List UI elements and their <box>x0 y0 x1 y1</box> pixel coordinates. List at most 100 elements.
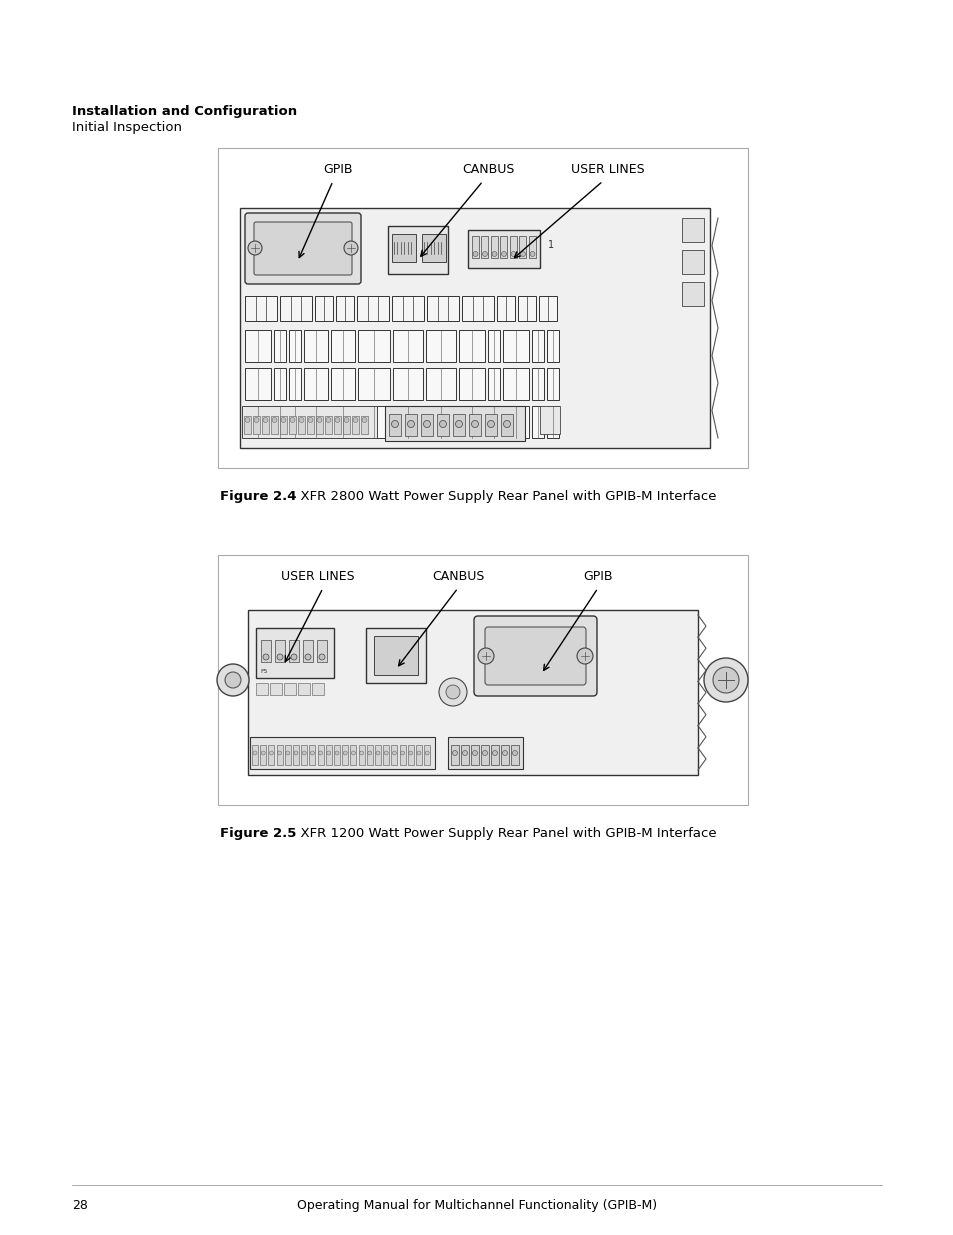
Bar <box>274 406 286 438</box>
Bar <box>374 636 417 676</box>
Bar <box>502 368 529 400</box>
Bar <box>280 296 312 321</box>
Circle shape <box>703 658 747 701</box>
Circle shape <box>511 252 516 257</box>
Bar <box>289 330 301 362</box>
Bar <box>480 745 489 764</box>
Bar <box>334 416 340 433</box>
Circle shape <box>335 751 338 755</box>
Circle shape <box>530 252 535 257</box>
Circle shape <box>409 751 413 755</box>
Bar <box>366 745 373 764</box>
Bar <box>366 629 426 683</box>
Text: Figure 2.5: Figure 2.5 <box>220 827 296 840</box>
Bar <box>421 233 446 262</box>
Bar <box>511 745 518 764</box>
Bar <box>342 745 348 764</box>
Bar <box>407 745 414 764</box>
Bar <box>284 683 295 695</box>
Bar <box>392 233 416 262</box>
Bar <box>244 416 251 433</box>
Bar <box>546 406 558 438</box>
Circle shape <box>276 655 283 659</box>
Bar <box>316 640 327 662</box>
Bar <box>405 414 416 436</box>
Bar <box>458 406 484 438</box>
Circle shape <box>501 252 506 257</box>
Circle shape <box>438 678 467 706</box>
Bar <box>331 330 355 362</box>
Circle shape <box>452 751 457 756</box>
Bar <box>426 368 456 400</box>
Circle shape <box>291 655 296 659</box>
Bar <box>538 296 557 321</box>
Circle shape <box>263 417 268 422</box>
Bar <box>461 296 494 321</box>
Text: GPIB: GPIB <box>323 163 353 177</box>
Circle shape <box>253 417 258 422</box>
Bar <box>285 745 291 764</box>
Circle shape <box>416 751 420 755</box>
Circle shape <box>290 417 294 422</box>
Bar <box>280 416 287 433</box>
Bar <box>392 296 423 321</box>
Bar <box>497 296 515 321</box>
Bar <box>502 330 529 362</box>
Circle shape <box>577 648 593 664</box>
Circle shape <box>473 252 477 257</box>
FancyBboxPatch shape <box>245 212 360 284</box>
Circle shape <box>712 667 739 693</box>
Text: Operating Manual for Multichannel Functionality (GPIB-M): Operating Manual for Multichannel Functi… <box>296 1199 657 1212</box>
Circle shape <box>439 420 446 427</box>
Bar <box>242 406 376 438</box>
Bar <box>383 745 389 764</box>
Bar <box>517 296 536 321</box>
Bar <box>424 745 430 764</box>
Bar <box>510 236 517 258</box>
Bar <box>297 416 305 433</box>
Bar <box>262 416 269 433</box>
Bar <box>469 414 480 436</box>
Bar <box>312 683 324 695</box>
Bar <box>681 219 703 242</box>
Bar <box>218 148 747 468</box>
Bar <box>546 368 558 400</box>
Bar <box>426 406 456 438</box>
Bar <box>274 330 286 362</box>
Bar <box>325 416 332 433</box>
Bar <box>393 330 422 362</box>
Circle shape <box>216 664 249 697</box>
Text: XFR 2800 Watt Power Supply Rear Panel with GPIB-M Interface: XFR 2800 Watt Power Supply Rear Panel wi… <box>292 490 716 503</box>
Bar <box>529 236 536 258</box>
Bar <box>334 745 339 764</box>
Circle shape <box>368 751 372 755</box>
Circle shape <box>407 420 414 427</box>
Circle shape <box>482 252 487 257</box>
Bar <box>343 416 350 433</box>
Bar <box>358 745 364 764</box>
Bar <box>539 406 559 433</box>
Circle shape <box>375 751 379 755</box>
Bar <box>360 416 368 433</box>
Bar <box>468 230 539 268</box>
Bar <box>248 610 698 776</box>
Bar <box>268 745 274 764</box>
Bar <box>393 406 422 438</box>
Bar <box>289 368 301 400</box>
Circle shape <box>286 751 290 755</box>
Bar <box>309 745 315 764</box>
Bar <box>331 368 355 400</box>
Circle shape <box>520 252 525 257</box>
Bar <box>458 330 484 362</box>
Circle shape <box>327 751 331 755</box>
Circle shape <box>482 751 487 756</box>
Circle shape <box>353 417 357 422</box>
Text: Installation and Configuration: Installation and Configuration <box>71 105 296 119</box>
Circle shape <box>225 672 241 688</box>
Bar <box>252 745 257 764</box>
Circle shape <box>455 420 462 427</box>
Text: USER LINES: USER LINES <box>571 163 644 177</box>
Bar <box>245 406 271 438</box>
Circle shape <box>425 751 429 755</box>
Bar <box>314 296 333 321</box>
